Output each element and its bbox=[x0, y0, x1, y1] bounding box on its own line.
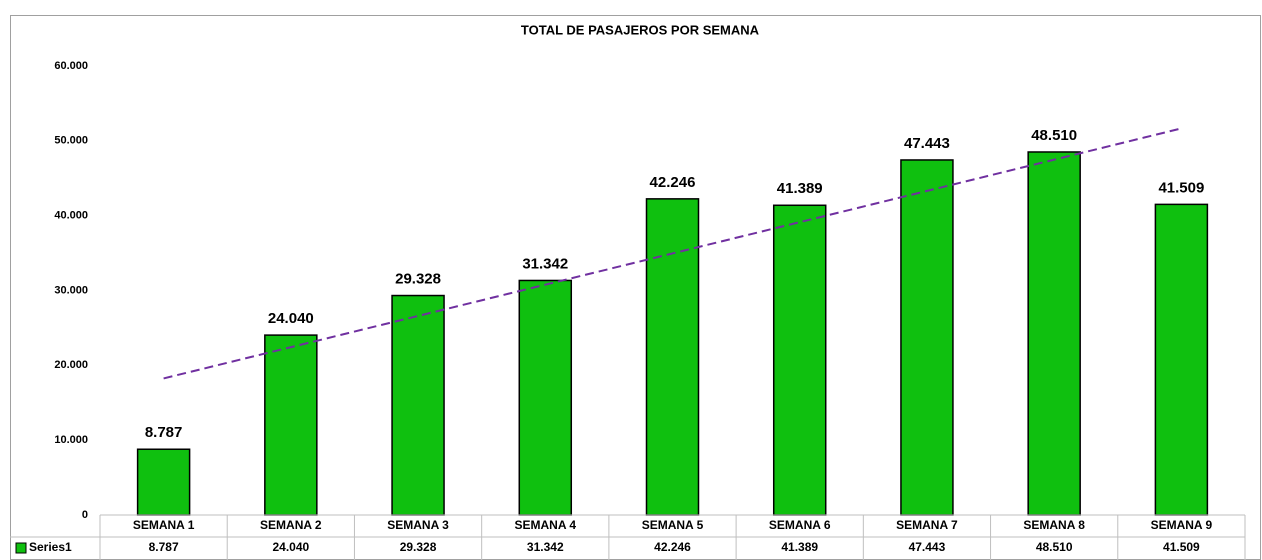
table-value: 42.246 bbox=[654, 540, 691, 554]
y-tick-label: 10.000 bbox=[54, 434, 88, 446]
x-tick-label: SEMANA 2 bbox=[260, 518, 322, 532]
data-label: 41.389 bbox=[777, 180, 823, 197]
bar bbox=[518, 279, 573, 516]
y-tick-label: 20.000 bbox=[54, 359, 88, 371]
x-tick-label: SEMANA 9 bbox=[1151, 518, 1213, 532]
table-value: 8.787 bbox=[149, 540, 179, 554]
bar bbox=[772, 204, 827, 516]
bar bbox=[1027, 151, 1081, 516]
trend-line bbox=[163, 127, 1182, 380]
bar bbox=[391, 294, 445, 516]
y-tick-label: 40.000 bbox=[54, 210, 88, 222]
y-tick-label: 30.000 bbox=[54, 284, 88, 296]
table-value: 47.443 bbox=[909, 540, 946, 554]
data-label: 48.510 bbox=[1031, 127, 1077, 144]
bar bbox=[136, 448, 191, 516]
table-value: 41.389 bbox=[781, 540, 818, 554]
data-label: 24.040 bbox=[268, 310, 314, 327]
data-label: 41.509 bbox=[1158, 179, 1204, 196]
x-tick-label: SEMANA 8 bbox=[1023, 518, 1085, 532]
data-label: 47.443 bbox=[904, 135, 950, 152]
legend-label: Series1 bbox=[29, 540, 72, 554]
legend-key bbox=[15, 542, 27, 554]
y-tick-label: 60.000 bbox=[54, 60, 88, 72]
table-value: 48.510 bbox=[1036, 540, 1073, 554]
y-tick-label: 0 bbox=[82, 509, 88, 521]
table-value: 29.328 bbox=[400, 540, 437, 554]
x-tick-label: SEMANA 4 bbox=[514, 518, 576, 532]
table-value: 24.040 bbox=[272, 540, 309, 554]
data-label: 31.342 bbox=[522, 255, 568, 272]
x-tick-label: SEMANA 3 bbox=[387, 518, 449, 532]
table-value: 31.342 bbox=[527, 540, 564, 554]
x-tick-label: SEMANA 7 bbox=[896, 518, 958, 532]
bar bbox=[264, 334, 318, 516]
x-tick-label: SEMANA 6 bbox=[769, 518, 831, 532]
data-label: 8.787 bbox=[145, 424, 183, 441]
chart-title: TOTAL DE PASAJEROS POR SEMANA bbox=[521, 22, 760, 37]
x-tick-label: SEMANA 1 bbox=[133, 518, 195, 532]
data-label: 42.246 bbox=[650, 174, 696, 191]
bar bbox=[645, 198, 700, 516]
table-value: 41.509 bbox=[1163, 540, 1200, 554]
bar bbox=[900, 159, 954, 516]
x-tick-label: SEMANA 5 bbox=[642, 518, 704, 532]
bar bbox=[1154, 203, 1209, 516]
y-tick-label: 50.000 bbox=[54, 135, 88, 147]
data-label: 29.328 bbox=[395, 270, 441, 287]
